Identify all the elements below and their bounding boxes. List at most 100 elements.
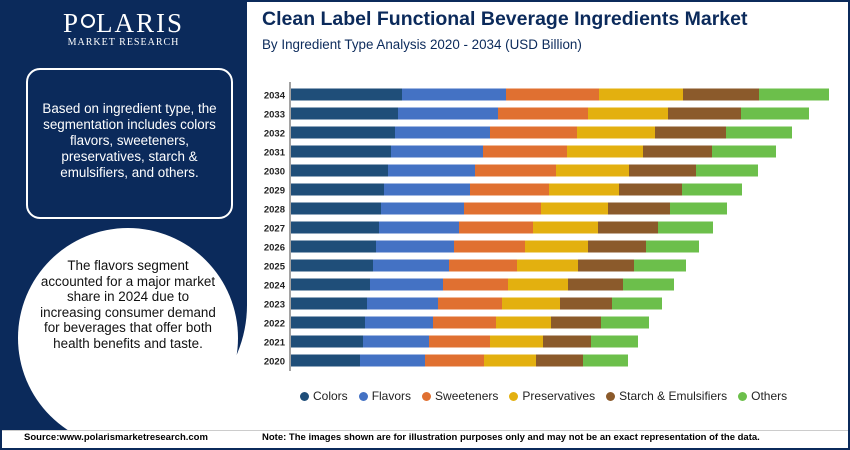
bar-segment-flavors — [379, 221, 459, 234]
bar-segment-starch-emulsifiers — [598, 221, 658, 234]
y-tick-label: 2034 — [264, 91, 286, 102]
bar-segment-starch-emulsifiers — [578, 259, 634, 272]
bar-segment-flavors — [373, 259, 449, 272]
bar-segment-starch-emulsifiers — [668, 107, 741, 120]
y-tick-label: 2030 — [264, 167, 285, 178]
logo-tagline: MARKET RESEARCH — [67, 37, 180, 48]
legend-swatch — [358, 391, 368, 401]
bar-segment-starch-emulsifiers — [608, 202, 670, 215]
highlight-text: The flavors segment accounted for a majo… — [40, 258, 216, 351]
chart-subtitle: By Ingredient Type Analysis 2020 - 2034 … — [262, 37, 582, 52]
y-tick-label: 2022 — [264, 319, 285, 330]
y-tick-label: 2033 — [264, 110, 285, 121]
bar-segment-flavors — [391, 145, 483, 158]
stacked-bar-chart: 2034 2033 2032 2031 2030 2029 2028 2027 2026 2025… — [264, 82, 829, 371]
bar-segment-others — [726, 126, 792, 139]
legend-swatch — [422, 391, 432, 401]
bar-segment-starch-emulsifiers — [619, 183, 682, 196]
bar-segment-others — [591, 335, 638, 348]
legend-swatch — [509, 391, 519, 401]
bar-segment-colors — [291, 145, 391, 158]
y-tick-label: 2025 — [264, 262, 286, 273]
bar-segment-preservatives — [502, 297, 560, 310]
bar-segment-starch-emulsifiers — [683, 88, 759, 101]
bar-segment-others — [712, 145, 776, 158]
y-tick-label: 2023 — [264, 300, 285, 311]
bar-segment-colors — [291, 221, 379, 234]
legend-label: Starch & Emulsifiers — [619, 389, 728, 403]
source-text: Source:www.polarismarketresearch.com — [24, 432, 208, 443]
bar-segment-others — [634, 259, 686, 272]
bar-segment-starch-emulsifiers — [560, 297, 612, 310]
legend-label: Flavors — [371, 389, 412, 403]
legend-swatch — [738, 391, 748, 401]
legend-item: Others — [738, 389, 787, 403]
bar-segment-sweeteners — [464, 202, 541, 215]
bar-segment-preservatives — [541, 202, 608, 215]
bar-segment-colors — [291, 88, 402, 101]
bar-segment-sweeteners — [449, 259, 517, 272]
bar-segment-flavors — [370, 278, 443, 291]
bar-segment-others — [696, 164, 758, 177]
bar-segment-sweeteners — [425, 354, 484, 367]
legend-label: Colors — [313, 389, 348, 403]
polaris-logo: P LARIS MARKET RESEARCH — [0, 8, 247, 48]
bar-segment-others — [623, 278, 674, 291]
legend-item: Preservatives — [509, 389, 595, 403]
bar-segment-preservatives — [599, 88, 683, 101]
bar-segment-colors — [291, 240, 376, 253]
bar-segment-colors — [291, 183, 384, 196]
footer-bar — [2, 430, 848, 448]
bar-segment-others — [759, 88, 829, 101]
bar-segment-sweeteners — [438, 297, 502, 310]
bar-segment-flavors — [384, 183, 470, 196]
bar-segment-flavors — [376, 240, 454, 253]
legend-label: Preservatives — [522, 389, 596, 403]
bar-segment-colors — [291, 335, 363, 348]
bar-segment-others — [601, 316, 649, 329]
bar-segment-others — [741, 107, 809, 120]
bar-segment-flavors — [367, 297, 438, 310]
bar-segment-preservatives — [567, 145, 643, 158]
bar-segment-flavors — [398, 107, 498, 120]
bar-segment-colors — [291, 316, 365, 329]
bar-segment-starch-emulsifiers — [629, 164, 696, 177]
chart-legend: Colors Flavors Sweeteners Preservatives Star… — [300, 389, 787, 403]
bar-segment-colors — [291, 354, 360, 367]
bar-segment-sweeteners — [429, 335, 490, 348]
bar-segment-colors — [291, 164, 388, 177]
highlight-circle — [18, 228, 238, 448]
bar-segment-starch-emulsifiers — [655, 126, 726, 139]
bar-segment-colors — [291, 107, 398, 120]
bar-segment-colors — [291, 126, 395, 139]
bar-segment-preservatives — [549, 183, 619, 196]
bar-segment-starch-emulsifiers — [536, 354, 583, 367]
legend-label: Others — [751, 389, 788, 403]
legend-swatch — [606, 391, 616, 401]
y-tick-label: 2028 — [264, 205, 285, 216]
y-tick-label: 2029 — [264, 186, 285, 197]
y-tick-label: 2027 — [264, 224, 285, 235]
bar-segment-starch-emulsifiers — [643, 145, 712, 158]
legend-item: Colors — [300, 389, 348, 403]
y-tick-label: 2026 — [264, 243, 285, 254]
bar-segment-others — [646, 240, 699, 253]
star-icon — [81, 14, 95, 28]
bar-segment-sweeteners — [433, 316, 496, 329]
bar-segment-preservatives — [508, 278, 568, 291]
bar-segment-flavors — [395, 126, 490, 139]
bar-segment-others — [670, 202, 727, 215]
bar-segment-others — [612, 297, 662, 310]
bar-segment-starch-emulsifiers — [588, 240, 646, 253]
bar-segment-flavors — [360, 354, 425, 367]
logo-name-right: LARIS — [96, 8, 185, 38]
bar-segment-others — [658, 221, 713, 234]
bar-segment-others — [682, 183, 742, 196]
logo-name-left: P — [62, 8, 80, 38]
bar-segment-preservatives — [588, 107, 668, 120]
bar-segment-colors — [291, 202, 381, 215]
bar-segment-preservatives — [556, 164, 629, 177]
bar-segment-sweeteners — [498, 107, 588, 120]
bar-segment-starch-emulsifiers — [543, 335, 591, 348]
bar-segment-colors — [291, 297, 367, 310]
